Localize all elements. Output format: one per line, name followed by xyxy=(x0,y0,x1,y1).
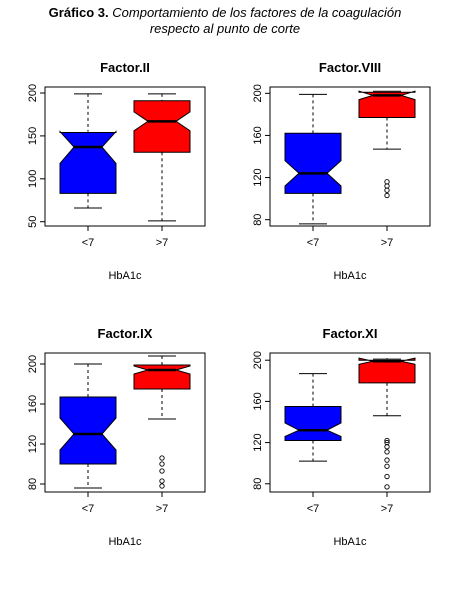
x-tick-label: >7 xyxy=(156,237,169,249)
outlier-point xyxy=(384,463,390,469)
box-low xyxy=(284,406,342,441)
y-tick-label: 120 xyxy=(27,435,39,453)
y-tick-label: 160 xyxy=(252,392,264,410)
x-tick-label: >7 xyxy=(381,503,394,515)
outlier-point xyxy=(159,483,165,489)
outlier-point xyxy=(384,473,390,480)
outlier-point xyxy=(384,449,390,455)
outlier-point xyxy=(159,468,165,474)
x-tick-label: <7 xyxy=(307,503,320,515)
caption-line-2: respecto al punto de corte xyxy=(149,21,301,36)
chart-title: Factor.XI xyxy=(323,326,378,341)
x-axis-label: HbA1c xyxy=(333,536,367,548)
outlier-point xyxy=(159,478,165,484)
box-high xyxy=(133,364,191,390)
x-tick-label: >7 xyxy=(156,503,169,515)
y-tick-label: 160 xyxy=(27,395,39,413)
outlier-point xyxy=(384,179,390,185)
outlier-point xyxy=(384,183,390,189)
y-tick-label: 200 xyxy=(27,355,39,373)
y-tick-label: 200 xyxy=(27,84,39,102)
y-tick-label: 120 xyxy=(252,433,264,451)
plot-frame xyxy=(269,86,431,227)
y-tick-label: 200 xyxy=(252,84,264,102)
outlier-point xyxy=(384,484,390,490)
box-high xyxy=(358,357,416,384)
y-tick-label: 50 xyxy=(27,216,39,228)
plot-frame xyxy=(269,352,431,493)
outlier-point xyxy=(159,461,165,467)
plot-frame xyxy=(44,86,206,227)
outlier-point xyxy=(159,455,165,461)
boxplot-factor-xi: Factor.XI 80 120 160 200 <7 >7 HbA1c xyxy=(252,326,431,548)
y-tick-label: 80 xyxy=(252,214,264,226)
x-axis-label: HbA1c xyxy=(108,270,142,282)
box-high xyxy=(133,100,191,153)
chart-panel-factor-xi: Factor.XI 80 120 160 200 <7 >7 HbA1c xyxy=(225,316,450,584)
box-low xyxy=(59,130,117,194)
chart-title: Factor.IX xyxy=(98,326,153,341)
chart-title: Factor.VIII xyxy=(319,60,381,75)
box-low xyxy=(59,396,117,465)
y-tick-label: 80 xyxy=(27,478,39,490)
outlier-point xyxy=(384,192,390,199)
chart-panel-factor-ii: Factor.II 50 100 150 200 <7 >7 HbA1c xyxy=(0,50,225,318)
box-high xyxy=(358,90,416,118)
caption-title: Comportamiento de los factores de la coa… xyxy=(112,5,402,20)
outlier-point xyxy=(384,187,390,193)
x-tick-label: <7 xyxy=(307,237,320,249)
y-tick-label: 100 xyxy=(27,170,39,188)
y-tick-label: 120 xyxy=(252,168,264,186)
plot-frame xyxy=(44,352,206,493)
y-tick-label: 200 xyxy=(252,351,264,369)
boxplot-factor-viii: Factor.VIII 80 120 160 200 <7 >7 HbA1c xyxy=(252,60,431,282)
caption-lead: Gráfico 3. xyxy=(48,5,109,20)
y-tick-label: 150 xyxy=(27,127,39,145)
x-tick-label: <7 xyxy=(82,503,95,515)
figure-caption: Gráfico 3. Comportamiento de los factore… xyxy=(0,5,450,37)
x-axis-label: HbA1c xyxy=(333,270,367,282)
outlier-point xyxy=(384,439,390,446)
boxplot-factor-ix: Factor.IX 80 120 160 200 <7 >7 HbA1c xyxy=(27,326,206,548)
outlier-point xyxy=(384,437,390,444)
chart-panel-factor-viii: Factor.VIII 80 120 160 200 <7 >7 HbA1c xyxy=(225,50,450,318)
boxplot-factor-ii: Factor.II 50 100 150 200 <7 >7 HbA1c xyxy=(27,60,206,282)
caption-line-1: Gráfico 3. Comportamiento de los factore… xyxy=(0,5,450,21)
y-tick-label: 80 xyxy=(252,478,264,490)
y-tick-label: 160 xyxy=(252,126,264,144)
x-tick-label: <7 xyxy=(82,237,95,249)
outlier-point xyxy=(384,457,390,463)
chart-panel-factor-ix: Factor.IX 80 120 160 200 <7 >7 HbA1c xyxy=(0,316,225,584)
x-axis-label: HbA1c xyxy=(108,536,142,548)
x-tick-label: >7 xyxy=(381,237,394,249)
chart-title: Factor.II xyxy=(100,60,150,75)
box-low xyxy=(284,132,342,194)
